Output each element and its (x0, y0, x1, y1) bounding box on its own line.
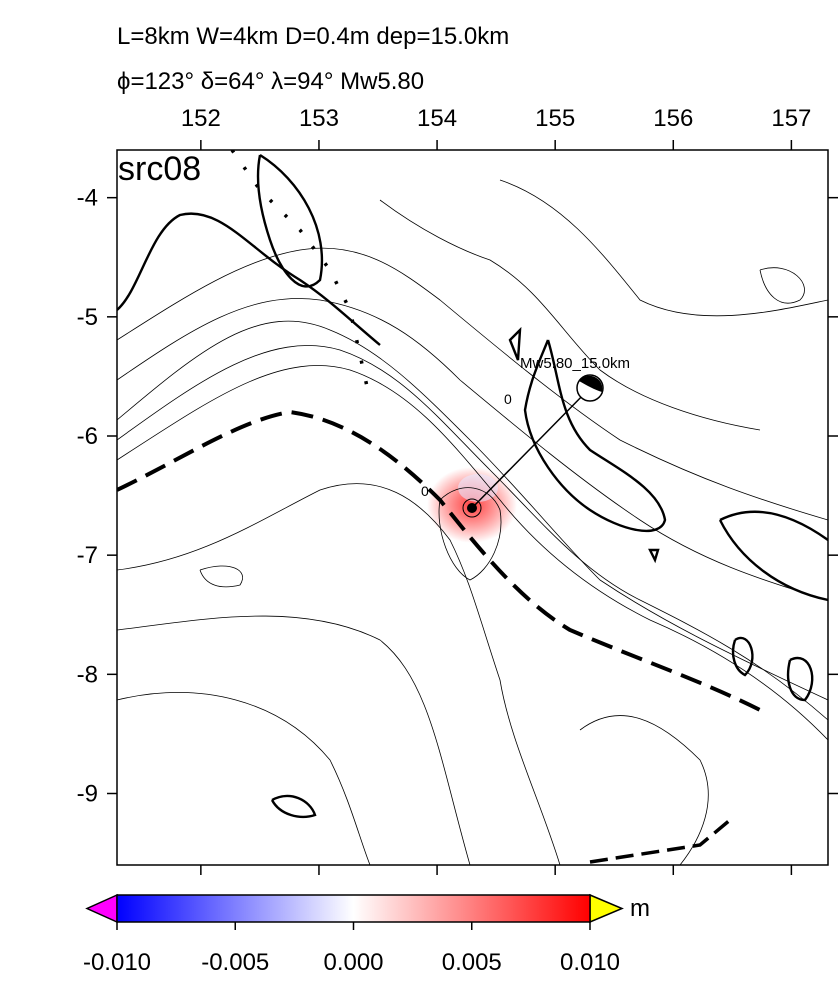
colorbar-tick-label: -0.005 (201, 949, 269, 976)
y-tick-label: -6 (77, 423, 98, 450)
y-tick-label: -4 (77, 185, 98, 212)
map-content: Mw5.80_15.0km 0 0 (117, 150, 828, 865)
x-tick-label: 154 (417, 105, 457, 132)
y-tick-label: -8 (77, 661, 98, 688)
source-link (471, 387, 591, 509)
source-location (467, 503, 477, 513)
axes: 152 153 154 155 156 157 -4 -5 -6 -7 -8 -9 (77, 105, 838, 875)
panel-label: src08 (118, 150, 201, 188)
x-tick-label: 155 (535, 105, 575, 132)
x-tick-label: 156 (653, 105, 693, 132)
contour-label: 0 (421, 483, 429, 499)
colorbar: -0.010 -0.005 0.000 0.005 0.010 m (83, 893, 650, 976)
y-tick-label: -5 (77, 304, 98, 331)
y-tick-label: -7 (77, 542, 98, 569)
colorbar-tick-label: 0.010 (560, 949, 620, 976)
colorbar-body (116, 894, 591, 923)
title-line: ϕ=123° δ=64° λ=94° Mw5.80 (117, 68, 424, 95)
source-location (462, 498, 482, 518)
x-tick-label: 157 (771, 105, 811, 132)
x-tick-label: 152 (181, 105, 221, 132)
title-line: L=8km W=4km D=0.4m dep=15.0km (117, 23, 509, 50)
displacement-field (458, 474, 498, 502)
contour-label: 0 (504, 391, 512, 407)
beachball (579, 375, 603, 392)
beachball-label: Mw5.80_15.0km (520, 355, 630, 372)
colorbar-tick-label: 0.005 (442, 949, 502, 976)
y-tick-label: -9 (77, 781, 98, 808)
colorbar-tick-label: 0.000 (323, 949, 383, 976)
map-frame (116, 149, 829, 866)
colorbar-above (589, 893, 624, 924)
colorbar-tick-label: -0.010 (83, 949, 151, 976)
x-tick-label: 153 (299, 105, 339, 132)
colorbar-below (85, 893, 118, 924)
colorbar-unit: m (630, 895, 650, 922)
